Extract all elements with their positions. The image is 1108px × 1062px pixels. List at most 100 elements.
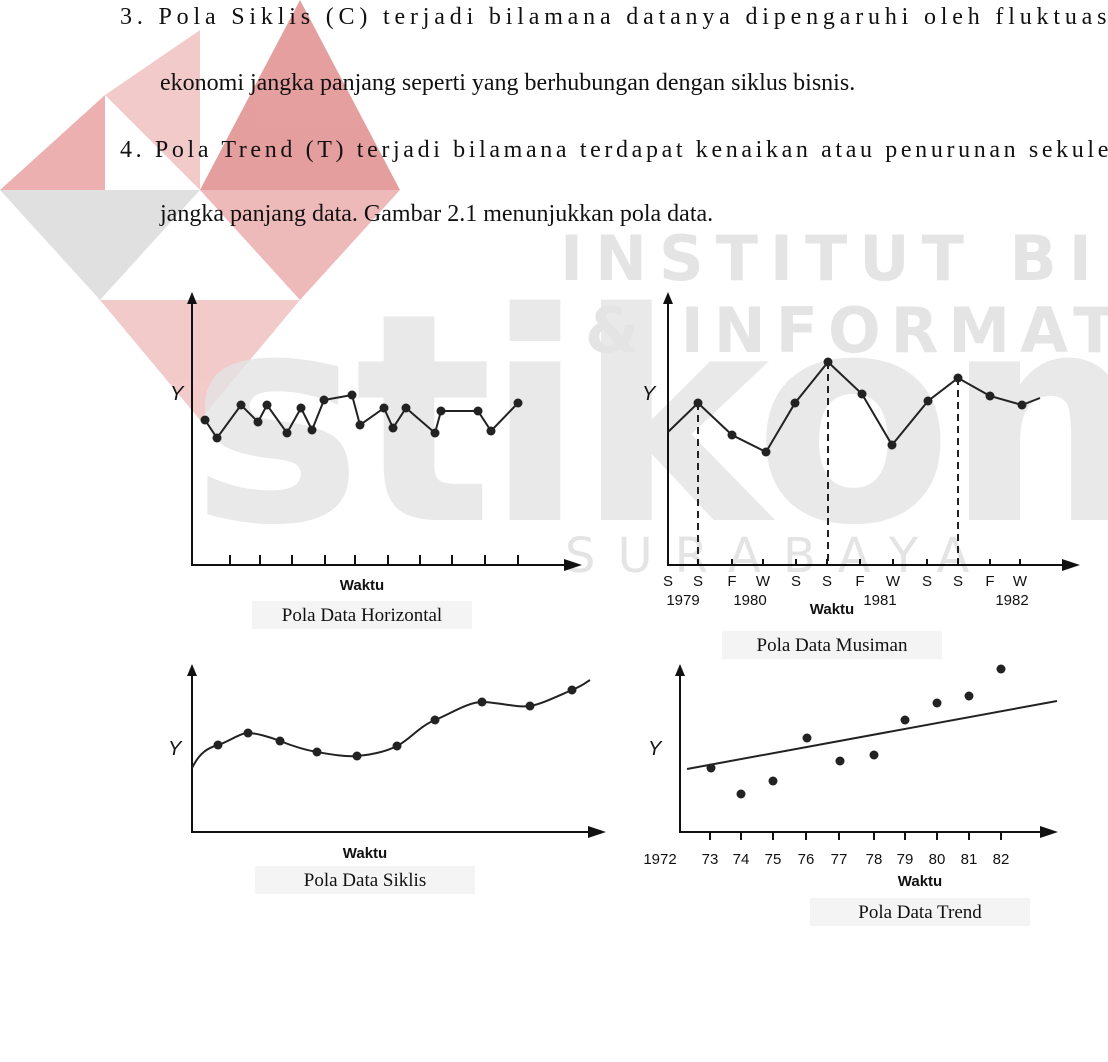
y-axis-label: Y xyxy=(648,738,663,760)
axis-arrow xyxy=(588,826,606,838)
point xyxy=(437,407,446,416)
point xyxy=(213,434,222,443)
axis-arrow xyxy=(1040,826,1058,838)
point xyxy=(431,429,440,438)
list-line: 3. Pola Siklis (C) terjadi bilamana data… xyxy=(120,4,1108,30)
x-axis-label: Waktu xyxy=(898,873,942,890)
point xyxy=(924,397,933,406)
point xyxy=(431,716,440,725)
caption: Pola Data Horizontal xyxy=(282,605,442,626)
point xyxy=(737,790,746,799)
x-tick-label: S xyxy=(953,573,963,590)
x-tick-label: 75 xyxy=(765,851,782,868)
point xyxy=(308,426,317,435)
point xyxy=(402,404,411,413)
point xyxy=(487,427,496,436)
point xyxy=(214,741,223,750)
point xyxy=(888,441,897,450)
year-label: 1980 xyxy=(733,592,766,609)
point xyxy=(474,407,483,416)
point xyxy=(965,692,974,701)
y-axis-label: Y xyxy=(642,383,657,405)
axis-arrow xyxy=(187,664,197,676)
logo-shape xyxy=(105,30,200,190)
caption: Pola Data Trend xyxy=(858,902,982,923)
x-tick-label: 77 xyxy=(831,851,848,868)
x-tick-label: 79 xyxy=(897,851,914,868)
x-tick-label: 80 xyxy=(929,851,946,868)
point xyxy=(836,757,845,766)
point xyxy=(348,391,357,400)
point xyxy=(791,399,800,408)
x-axis-label: Waktu xyxy=(810,601,854,618)
x-tick-label: 78 xyxy=(866,851,883,868)
point xyxy=(263,401,272,410)
data-curve xyxy=(192,680,590,768)
x-tick-label: S xyxy=(693,573,703,590)
x-tick-label: 82 xyxy=(993,851,1010,868)
point xyxy=(276,737,285,746)
x-tick-label: 81 xyxy=(961,851,978,868)
list-line: 4. Pola Trend (T) terjadi bilamana terda… xyxy=(120,137,1108,163)
point xyxy=(478,698,487,707)
x-tick-label: 1972 xyxy=(643,851,676,868)
x-tick-label: F xyxy=(855,573,864,590)
axis-arrow xyxy=(675,664,685,676)
point xyxy=(803,734,812,743)
point xyxy=(356,421,365,430)
y-axis-label: Y xyxy=(170,383,185,405)
x-tick-label: 74 xyxy=(733,851,750,868)
list-line: ekonomi jangka panjang seperti yang berh… xyxy=(160,70,855,96)
axis xyxy=(192,672,596,832)
point xyxy=(870,751,879,760)
point xyxy=(769,777,778,786)
x-tick-label: W xyxy=(1013,573,1028,590)
point xyxy=(514,399,523,408)
x-tick-label: W xyxy=(886,573,901,590)
x-tick-label: W xyxy=(756,573,771,590)
x-tick-label: 73 xyxy=(702,851,719,868)
point xyxy=(707,764,716,773)
point xyxy=(526,702,535,711)
point xyxy=(380,404,389,413)
point xyxy=(728,431,737,440)
x-axis-label: Waktu xyxy=(340,577,384,594)
point xyxy=(254,418,263,427)
point xyxy=(858,390,867,399)
point xyxy=(986,392,995,401)
y-axis-label: Y xyxy=(168,738,183,760)
point xyxy=(283,429,292,438)
point xyxy=(353,752,362,761)
point xyxy=(762,448,771,457)
point xyxy=(313,748,322,757)
point xyxy=(237,401,246,410)
caption: Pola Data Siklis xyxy=(304,870,426,891)
axis xyxy=(680,672,1048,832)
logo-shape xyxy=(0,95,105,190)
page: INSTITUT BISNIS & INFORMATIKA stikom SUR… xyxy=(0,0,1108,1062)
list-line: jangka panjang data. Gambar 2.1 menunjuk… xyxy=(159,201,713,227)
point xyxy=(997,665,1006,674)
point xyxy=(568,686,577,695)
point xyxy=(297,404,306,413)
point xyxy=(201,416,210,425)
x-tick-label: S xyxy=(922,573,932,590)
point xyxy=(1018,401,1027,410)
point xyxy=(244,729,253,738)
x-tick-label: 76 xyxy=(798,851,815,868)
x-tick-label: S xyxy=(791,573,801,590)
caption: Pola Data Musiman xyxy=(757,635,908,656)
year-label: 1981 xyxy=(863,592,896,609)
x-tick-label: F xyxy=(985,573,994,590)
x-tick-label: F xyxy=(727,573,736,590)
x-axis-label: Waktu xyxy=(343,845,387,862)
point xyxy=(393,742,402,751)
point xyxy=(320,396,329,405)
x-tick-label: S xyxy=(822,573,832,590)
year-label: 1979 xyxy=(666,592,699,609)
x-tick-label: S xyxy=(663,573,673,590)
point xyxy=(933,699,942,708)
year-label: 1982 xyxy=(995,592,1028,609)
point xyxy=(901,716,910,725)
point xyxy=(389,424,398,433)
